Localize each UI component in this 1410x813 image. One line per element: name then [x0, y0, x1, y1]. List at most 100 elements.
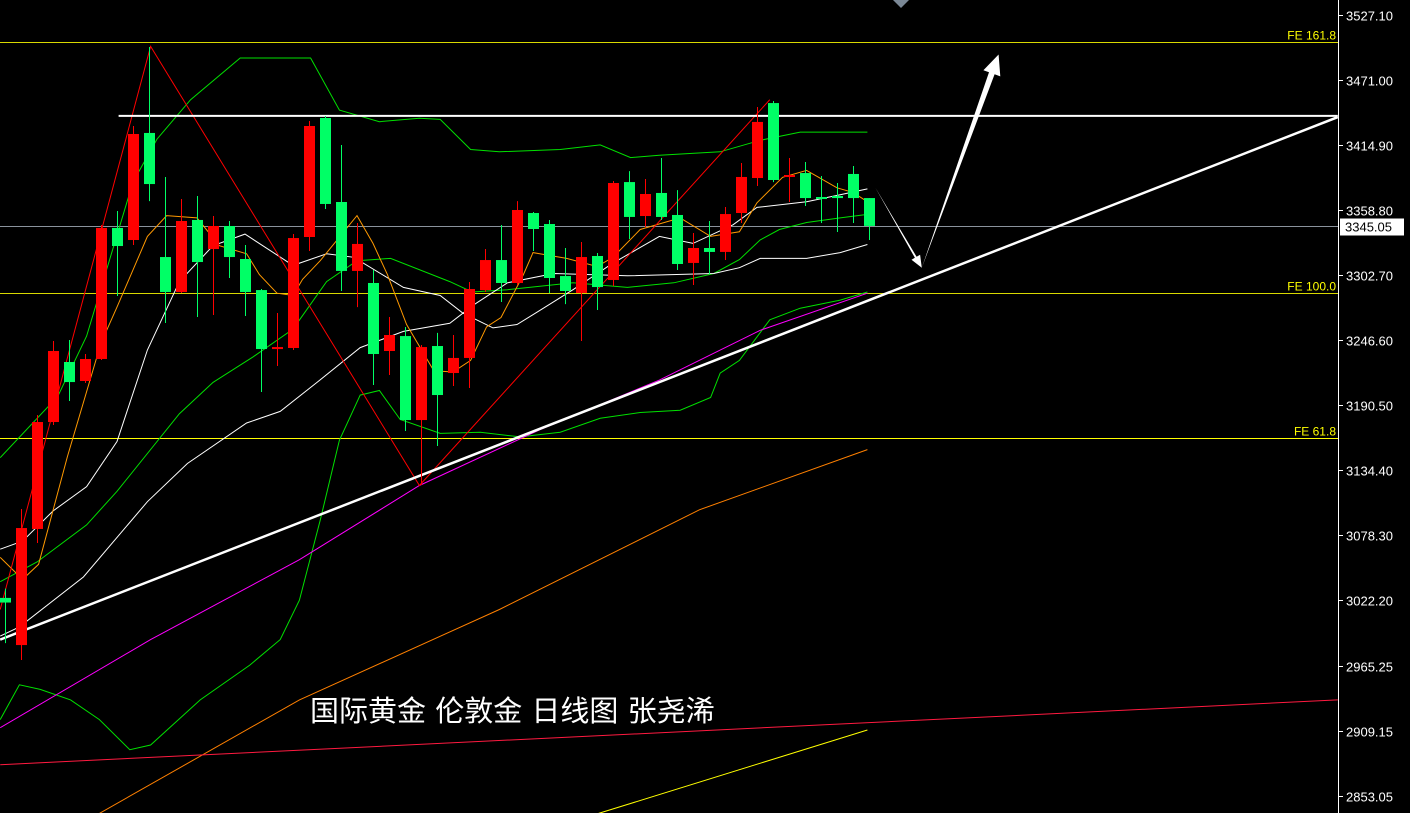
candle	[16, 509, 27, 661]
arrow-up-icon	[921, 54, 1001, 268]
candle-body	[32, 422, 43, 529]
candle	[720, 206, 731, 261]
bollinger-middle-line	[0, 213, 868, 583]
candle	[448, 335, 459, 386]
candle-body	[416, 347, 427, 421]
candle-body	[688, 248, 699, 263]
candle	[128, 125, 139, 245]
candle	[256, 289, 267, 393]
candle	[416, 344, 427, 486]
candle-body	[240, 259, 251, 293]
candle-body	[784, 175, 795, 178]
candle-body	[80, 358, 91, 382]
y-tick-label: 3302.70	[1346, 269, 1393, 284]
candle	[224, 221, 235, 279]
zigzag-line	[0, 45, 771, 610]
candle	[768, 100, 779, 183]
candle-body	[320, 118, 331, 204]
candle-body	[544, 224, 555, 279]
fib-level-label: FE 61.8	[1294, 425, 1336, 439]
price-axis[interactable]: 3527.10 3471.00 3414.90 3358.80 3302.70 3246.…	[1338, 9, 1404, 805]
candle	[816, 176, 827, 223]
candle-body	[272, 347, 283, 350]
candle	[176, 198, 187, 293]
y-tick-label: 2909.15	[1346, 725, 1393, 740]
candle-body	[256, 290, 267, 350]
ma-magenta-line	[0, 292, 868, 729]
candle	[672, 190, 683, 271]
fib-level-label: FE 161.8	[1287, 29, 1336, 43]
candle-body	[0, 597, 11, 603]
current-price-label: 3345.05	[1345, 220, 1392, 235]
candle-body	[16, 528, 27, 646]
candle-body	[224, 225, 235, 258]
candle-body	[96, 227, 107, 359]
candle	[144, 46, 155, 202]
candle	[160, 176, 171, 323]
candle	[48, 341, 59, 426]
candle-body	[608, 183, 619, 280]
candle-body	[816, 197, 827, 200]
candle	[192, 195, 203, 318]
candle-body	[704, 248, 715, 252]
candle	[400, 327, 411, 431]
candle	[288, 233, 299, 350]
candle-body	[768, 103, 779, 180]
candle	[208, 216, 219, 315]
y-tick-label: 3471.00	[1346, 74, 1393, 89]
candle-body	[480, 260, 491, 291]
candle-body	[336, 202, 347, 271]
candle-body	[720, 214, 731, 252]
ma-white-fast-line	[0, 188, 868, 550]
y-tick-label: 3078.30	[1346, 529, 1393, 544]
candle	[384, 317, 395, 375]
candle-body	[176, 221, 187, 293]
ma-yellow-long-line	[598, 729, 868, 813]
candle	[848, 165, 859, 223]
candle-body	[384, 335, 395, 352]
candle-body	[736, 176, 747, 214]
candle	[0, 588, 11, 644]
ma-white-slow-line	[0, 244, 868, 637]
plot-content: FE 161.8 FE 100.0 FE 61.8	[0, 29, 1338, 813]
candle-body	[304, 125, 315, 237]
candle	[784, 157, 795, 203]
candle	[320, 116, 331, 209]
red-channel-line-line	[0, 699, 1338, 766]
candle	[688, 233, 699, 285]
candle	[704, 221, 715, 275]
candle	[736, 162, 747, 223]
y-tick-label: 3358.80	[1346, 204, 1393, 219]
candle	[480, 249, 491, 293]
ma-orange-long-line	[99, 449, 868, 813]
y-tick-label: 2853.05	[1346, 790, 1393, 805]
bollinger-lower-line	[0, 291, 868, 751]
candle-body	[848, 173, 859, 199]
y-tick-label: 2965.25	[1346, 660, 1393, 675]
y-tick-label: 3190.50	[1346, 399, 1393, 414]
chart-shift-marker-icon[interactable]	[893, 0, 909, 8]
candle-body	[576, 257, 587, 293]
candle-body	[560, 276, 571, 291]
candle	[528, 211, 539, 252]
candle	[352, 222, 363, 308]
candle	[80, 354, 91, 383]
candle	[464, 281, 475, 388]
candle-body	[448, 357, 459, 374]
candle-body	[64, 362, 75, 383]
chart-caption: 国际黄金 伦敦金 日线图 张尧浠	[310, 694, 715, 728]
candle-body	[528, 213, 539, 230]
y-tick-label: 3246.60	[1346, 334, 1393, 349]
candle-body	[208, 225, 219, 250]
candle	[32, 414, 43, 543]
candle-body	[128, 133, 139, 241]
candle-body	[800, 173, 811, 199]
candle-body	[656, 192, 667, 217]
bollinger-upper-line	[0, 57, 868, 459]
candle	[368, 270, 379, 385]
plot-area: FE 161.8 FE 100.0 FE 61.8	[0, 29, 1338, 813]
candle-body	[864, 198, 875, 226]
y-tick-label: 3134.40	[1346, 464, 1393, 479]
candle	[560, 248, 571, 305]
candle-body	[464, 289, 475, 358]
